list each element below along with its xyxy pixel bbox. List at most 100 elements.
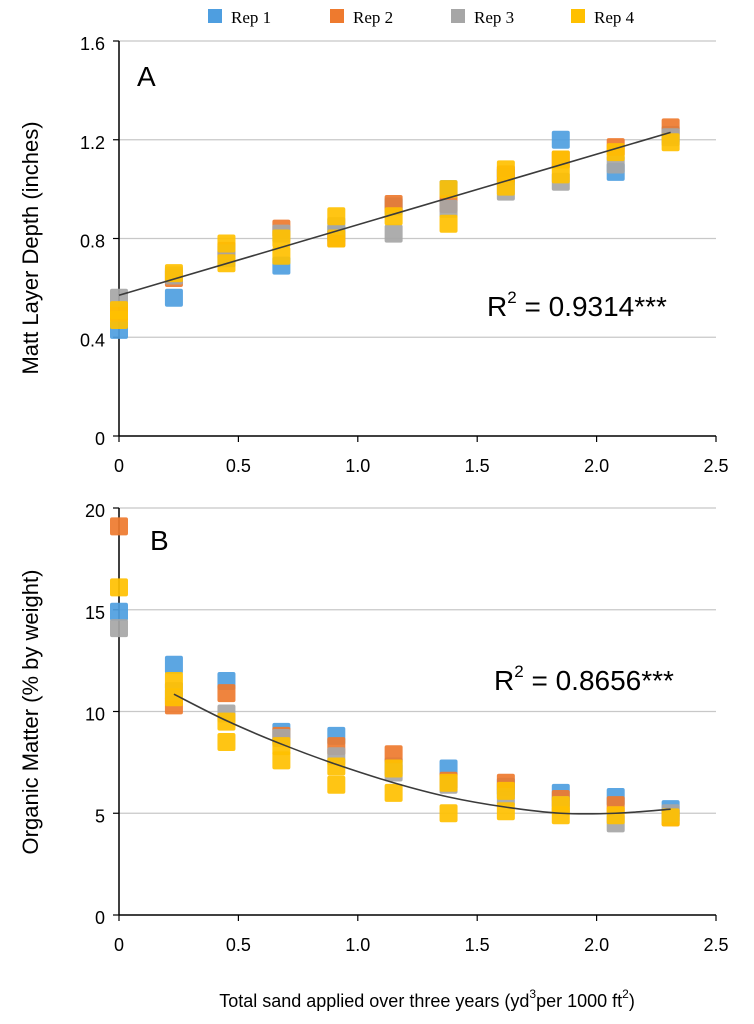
point-b-rep4-10 — [384, 759, 403, 778]
x-tick-label-b-3: 1.5 — [465, 935, 490, 955]
point-b-rep4-14 — [496, 781, 515, 800]
point-b-rep4-11 — [439, 804, 458, 823]
x-tick-label-b-5: 2.5 — [703, 935, 728, 955]
point-a-rep4-1 — [110, 301, 128, 320]
x-axis-label-sup2: 2 — [622, 987, 629, 1001]
point-b-rep4-16 — [551, 796, 570, 815]
legend-label-rep4: Rep 4 — [594, 8, 635, 27]
point-a-rep3-6 — [439, 199, 458, 218]
x-tick-label-b-4: 2.0 — [584, 935, 609, 955]
point-b-rep4-8 — [327, 757, 346, 776]
r-squared-a: R2 = 0.9314*** — [487, 288, 667, 322]
point-a-rep4-6 — [272, 229, 291, 248]
y-tick-label-a-4: 1.6 — [80, 34, 105, 54]
y-tick-label-b-2: 10 — [85, 705, 105, 725]
point-b-rep4-3 — [217, 733, 236, 752]
panel-label-a: A — [137, 61, 156, 92]
point-b-rep4-7 — [327, 775, 346, 794]
r-squared-b-rest: = 0.8656*** — [524, 665, 674, 696]
y-tick-label-a-0: 0 — [95, 429, 105, 449]
y-tick-label-b-0: 0 — [95, 908, 105, 928]
chart-panel-a: 0 0.4 0.8 1.2 1.6 0 0.5 1.0 1.5 2.0 2.5 A R2 = 0.… — [18, 34, 729, 476]
r-squared-a-sup: 2 — [507, 288, 516, 307]
point-a-rep4-13 — [496, 160, 515, 179]
point-a-rep4-4 — [217, 234, 236, 253]
x-axis-label-sup1: 3 — [529, 987, 536, 1001]
point-b-rep4-4 — [217, 712, 236, 731]
x-tick-label-b-2: 1.0 — [345, 935, 370, 955]
point-b-rep1-1 — [164, 655, 183, 674]
panel-label-b: B — [150, 525, 169, 556]
x-tick-labels-a: 0 0.5 1.0 1.5 2.0 2.5 — [114, 436, 729, 476]
point-b-rep4-17 — [606, 806, 625, 825]
point-b-rep2-5 — [384, 745, 403, 764]
point-b-rep4-2 — [164, 671, 183, 690]
y-tick-label-b-4: 20 — [85, 501, 105, 521]
point-a-rep4-5 — [272, 246, 291, 265]
chart-panel-b: 0 5 10 15 20 0 0.5 1.0 1.5 2.0 2.5 B R2 = 0.8656*… — [18, 501, 729, 955]
y-tick-label-b-3: 15 — [85, 603, 105, 623]
point-a-rep4-7 — [327, 229, 346, 248]
y-tick-label-a-1: 0.4 — [80, 330, 105, 350]
r-squared-b-base: R — [494, 665, 514, 696]
r-squared-b: R2 = 0.8656*** — [494, 662, 674, 696]
point-a-rep4-16 — [606, 143, 625, 162]
legend-label-rep2: Rep 2 — [353, 8, 393, 27]
point-b-rep2-0 — [110, 517, 128, 536]
x-axis-label-pre: Total sand applied over three years (yd — [219, 991, 529, 1011]
point-a-rep4-17 — [661, 133, 680, 152]
point-a-rep1-1 — [164, 288, 183, 307]
point-a-rep4-15 — [551, 150, 570, 169]
x-axis-label-mid: per 1000 ft — [536, 991, 622, 1011]
point-b-rep4-12 — [439, 773, 458, 792]
legend-swatch-rep3 — [451, 9, 465, 23]
legend-swatch-rep4 — [571, 9, 585, 23]
point-a-rep3-5 — [384, 224, 403, 243]
point-a-rep4-8 — [327, 207, 346, 226]
point-a-rep4-11 — [439, 180, 458, 199]
point-a-rep4-14 — [551, 165, 570, 184]
y-axis-label-a: Matt Layer Depth (inches) — [18, 121, 43, 374]
gridlines-b — [119, 507, 716, 814]
point-b-rep4-9 — [384, 783, 403, 802]
y-axis-label-b: Organic Matter (% by weight) — [18, 570, 43, 855]
legend: Rep 1 Rep 2 Rep 3 Rep 4 — [208, 8, 635, 27]
point-b-rep2-2 — [217, 684, 236, 703]
x-tick-label-b-1: 0.5 — [226, 935, 251, 955]
y-tick-labels-a: 0 0.4 0.8 1.2 1.6 — [80, 34, 119, 449]
point-a-rep4-10 — [439, 214, 458, 233]
point-a-rep1-8 — [551, 130, 570, 149]
x-tick-label-a-5: 2.5 — [703, 456, 728, 476]
x-tick-labels-b: 0 0.5 1.0 1.5 2.0 2.5 — [114, 915, 729, 955]
point-b-rep4-5 — [272, 751, 291, 770]
x-tick-label-a-4: 2.0 — [584, 456, 609, 476]
x-tick-label-a-0: 0 — [114, 456, 124, 476]
x-axis-label-post: ) — [629, 991, 635, 1011]
point-b-rep4-1 — [164, 688, 183, 707]
legend-label-rep3: Rep 3 — [474, 8, 514, 27]
legend-swatch-rep1 — [208, 9, 222, 23]
legend-swatch-rep2 — [330, 9, 344, 23]
point-b-rep4-18 — [661, 808, 680, 827]
point-b-rep4-13 — [496, 802, 515, 821]
y-tick-labels-b: 0 5 10 15 20 — [85, 501, 119, 928]
trendline-b — [173, 693, 671, 815]
x-tick-label-a-2: 1.0 — [345, 456, 370, 476]
r-squared-a-rest: = 0.9314*** — [517, 291, 667, 322]
x-tick-label-b-0: 0 — [114, 935, 124, 955]
point-b-rep4-0 — [110, 578, 128, 597]
y-tick-label-b-1: 5 — [95, 806, 105, 826]
x-tick-label-a-3: 1.5 — [465, 456, 490, 476]
r-squared-a-base: R — [487, 291, 507, 322]
point-a-rep4-9 — [384, 207, 403, 226]
y-tick-label-a-2: 0.8 — [80, 232, 105, 252]
data-points-b — [110, 517, 680, 833]
point-b-rep1-0 — [110, 602, 128, 621]
trendline-a — [118, 131, 671, 297]
y-tick-label-a-3: 1.2 — [80, 133, 105, 153]
r-squared-b-sup: 2 — [514, 662, 523, 681]
x-axis-label: Total sand applied over three years (yd3… — [219, 987, 635, 1011]
point-b-rep3-0 — [110, 619, 128, 638]
x-tick-label-a-1: 0.5 — [226, 456, 251, 476]
